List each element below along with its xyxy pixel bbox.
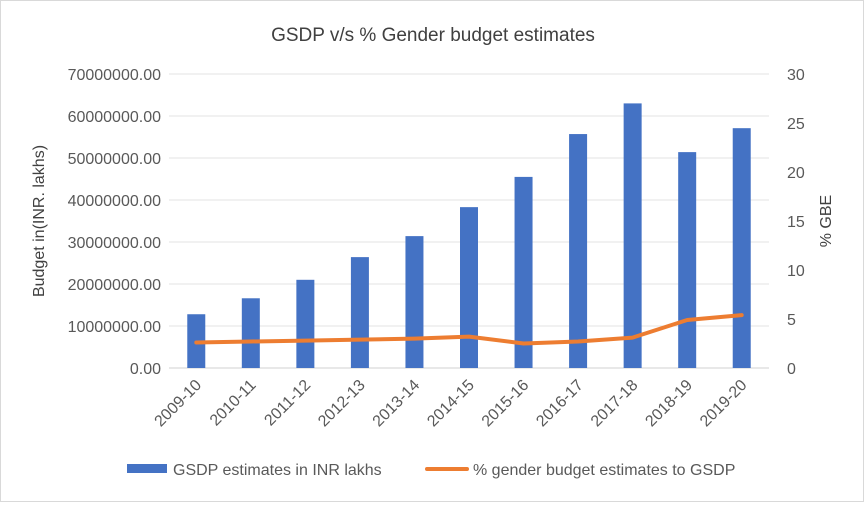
x-tick-label: 2014-15 [424,377,478,431]
x-tick-label: 2011-12 [261,377,314,430]
bar [405,236,424,368]
y2-axis-ticks: 0 5 10 15 20 25 30 [787,67,805,378]
bar [623,103,642,369]
x-tick-label: 2012-13 [315,377,369,431]
y-axis-ticks: 0.00 10000000.00 20000000.00 30000000.00 400… [68,67,162,378]
legend-swatch-bar [127,464,167,473]
legend-label: GSDP estimates in INR lakhs [173,462,382,479]
bar [514,176,533,368]
y-tick-label: 50000000.00 [68,151,162,168]
bar [241,298,260,368]
x-tick-label: 2018-19 [642,377,696,431]
bar [460,207,478,368]
x-tick-label: 2019-20 [697,377,751,431]
y-tick-label: 40000000.00 [68,193,162,210]
y2-tick-label: 20 [787,165,805,182]
y-tick-label: 20000000.00 [68,277,162,294]
x-tick-label: 2016-17 [533,377,587,431]
bar [569,134,588,368]
x-tick-label: 2017-18 [588,377,642,431]
y2-tick-label: 10 [787,263,805,280]
y-axis-label: Budget in(INR. lakhs) [31,145,48,297]
bar-series [187,103,751,369]
y2-tick-label: 30 [787,67,805,84]
bar [732,128,751,368]
y-tick-label: 10000000.00 [68,319,162,336]
legend: GSDP estimates in INR lakhs % gender budg… [127,462,735,479]
x-tick-label: 2015-16 [479,377,533,431]
x-tick-label: 2013-14 [370,377,424,431]
line-series [194,313,744,346]
legend-label: % gender budget estimates to GSDP [473,462,735,479]
y-tick-label: 30000000.00 [68,235,162,252]
y2-tick-label: 5 [787,312,796,329]
bar [678,152,697,368]
series-line [194,313,744,346]
x-tick-label: 2009-10 [152,377,206,431]
y2-tick-label: 25 [787,116,805,133]
y2-tick-label: 15 [787,214,805,231]
y2-axis-label: % GBE [818,195,835,247]
y-tick-label: 0.00 [130,361,161,378]
x-axis-ticks: 2009-10 2010-11 2011-12 2012-13 2013-14 2014-… [152,377,751,431]
y-tick-label: 70000000.00 [68,67,162,84]
y-tick-label: 60000000.00 [68,109,162,126]
chart-title: GSDP v/s % Gender budget estimates [271,25,595,46]
bar [296,279,315,368]
x-tick-label: 2010-11 [207,377,260,430]
bar [350,257,369,368]
y2-tick-label: 0 [787,361,796,378]
